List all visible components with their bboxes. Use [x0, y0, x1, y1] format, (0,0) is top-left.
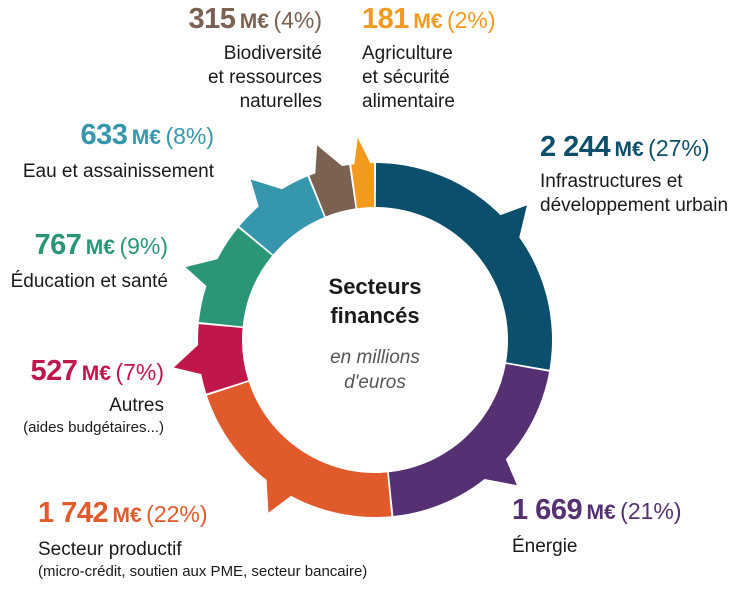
center-subtitle-line-1: en millions — [330, 347, 420, 368]
name-biodiversite-2: et ressources — [207, 67, 322, 88]
label-autres: 527 M€ (7%) Autres (aides budgétaires...… — [23, 357, 164, 438]
pointer-secteur-productif — [266, 477, 293, 513]
label-energie: 1 669 M€ (21%) Énergie — [512, 496, 682, 559]
pointer-infrastructures — [498, 205, 527, 241]
unit-eau: M€ — [131, 126, 161, 149]
name-agriculture-2: et sécurité — [362, 67, 450, 88]
slice-education-sante — [198, 227, 273, 327]
unit-autres: M€ — [81, 362, 111, 385]
unit-secteur-productif: M€ — [112, 504, 142, 527]
slice-eau — [239, 176, 325, 255]
name-infrastructures-2: développement urbain — [540, 195, 729, 216]
value-autres: 527 — [30, 355, 78, 387]
value-agriculture: 181 — [362, 3, 409, 35]
slice-biodiversite — [309, 164, 356, 217]
name-agriculture-1: Agriculture — [362, 43, 453, 64]
value-eau: 633 — [80, 119, 128, 151]
name-biodiversite-1: Biodiversité — [223, 43, 322, 64]
pct-education-sante: (9%) — [119, 233, 168, 259]
unit-infrastructures: M€ — [614, 138, 644, 161]
unit-agriculture: M€ — [413, 10, 443, 33]
pct-autres: (7%) — [115, 359, 164, 385]
pct-secteur-productif: (22%) — [146, 501, 208, 527]
sub-secteur-productif: (micro-crédit, soutien aux PME, secteur … — [38, 563, 368, 580]
center-title-line-1: Secteurs — [328, 274, 422, 299]
pct-eau: (8%) — [165, 123, 214, 149]
name-biodiversite-3: naturelles — [239, 91, 322, 112]
value-secteur-productif: 1 742 — [38, 497, 109, 529]
name-autres: Autres — [109, 395, 164, 416]
slice-autres — [197, 324, 249, 394]
name-energie: Énergie — [512, 536, 578, 557]
pointer-education-sante — [185, 258, 221, 288]
unit-education-sante: M€ — [85, 236, 115, 259]
center-title: Secteurs financés — [300, 272, 450, 330]
value-education-sante: 767 — [34, 229, 82, 261]
unit-energie: M€ — [586, 501, 616, 524]
slice-agriculture — [351, 163, 375, 209]
label-biodiversite: 315 M€ (4%) Biodiversité et ressources n… — [188, 5, 322, 114]
slice-infrastructures — [375, 163, 552, 370]
unit-biodiversite: M€ — [239, 10, 269, 33]
pointer-biodiversite — [315, 145, 345, 176]
name-eau: Eau et assainissement — [22, 161, 214, 182]
pointer-eau — [250, 179, 285, 209]
label-agriculture: 181 M€ (2%) Agriculture et sécurité alim… — [362, 5, 496, 114]
pct-agriculture: (2%) — [446, 7, 496, 33]
value-infrastructures: 2 244 — [540, 131, 611, 163]
pointer-autres — [173, 343, 204, 375]
sub-autres: (aides budgétaires...) — [23, 419, 164, 436]
pointer-agriculture — [354, 137, 372, 167]
pointer-energie — [481, 457, 517, 486]
slice-secteur-productif — [206, 381, 392, 517]
slice-energie — [388, 363, 550, 517]
name-infrastructures-1: Infrastructures et — [540, 171, 683, 192]
value-energie: 1 669 — [512, 494, 583, 526]
pct-infrastructures: (27%) — [648, 135, 710, 161]
label-infrastructures: 2 244 M€ (27%) Infrastructures et dévelo… — [540, 133, 728, 218]
label-eau: 633 M€ (8%) Eau et assainissement — [23, 121, 214, 184]
center-title-line-2: financés — [330, 303, 420, 328]
name-secteur-productif: Secteur productif — [38, 539, 182, 560]
label-secteur-productif: 1 742 M€ (22%) Secteur productif (micro-… — [38, 499, 367, 582]
name-education-sante: Éducation et santé — [10, 271, 168, 292]
value-biodiversite: 315 — [188, 3, 236, 35]
center-subtitle: en millions d'euros — [300, 345, 450, 395]
center-subtitle-line-2: d'euros — [344, 372, 406, 393]
pct-energie: (21%) — [620, 498, 682, 524]
pct-biodiversite: (4%) — [273, 7, 322, 33]
name-agriculture-3: alimentaire — [362, 91, 455, 112]
label-education-sante: 767 M€ (9%) Éducation et santé — [11, 231, 168, 294]
